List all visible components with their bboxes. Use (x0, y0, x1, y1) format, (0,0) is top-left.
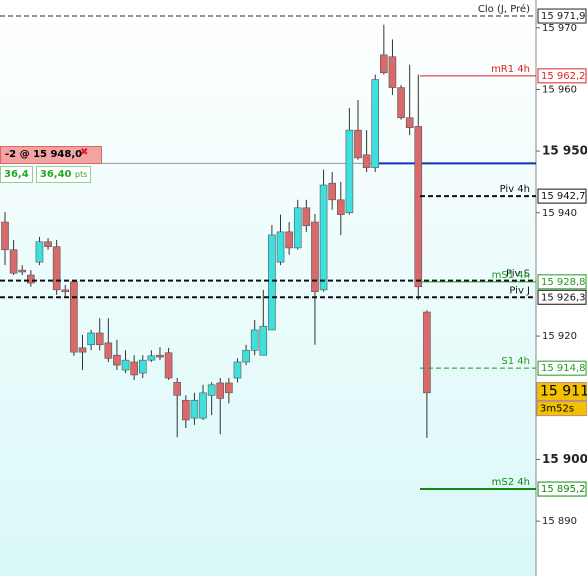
level-price-box (537, 289, 587, 305)
candle-body (164, 352, 173, 379)
level-name: Piv S (506, 269, 530, 280)
candle-body (182, 399, 190, 421)
timer-box (536, 401, 587, 417)
level-name: mS2 4h (492, 477, 530, 488)
level-price: 15 928,8 (541, 277, 586, 288)
level-price-box (537, 68, 587, 84)
candle-body (70, 281, 78, 353)
candle-body (250, 329, 259, 351)
candle-body (61, 289, 70, 293)
level-name: Clo (J, Pré) (478, 3, 530, 15)
candle-body (113, 354, 121, 366)
level-price-box (537, 481, 587, 497)
candle-body (104, 342, 113, 359)
candle-body (302, 207, 311, 227)
y-tick-label: 15 920 (542, 331, 577, 342)
level-price: 15 926,3 (541, 292, 586, 303)
candle-body (354, 129, 362, 159)
plot-background (0, 0, 536, 576)
candle-body (414, 126, 423, 288)
candle-body (190, 399, 199, 419)
candle-body (78, 347, 87, 353)
y-tick-label: 15 950 (542, 144, 587, 158)
candle-body (328, 182, 336, 201)
level-price: 15 895,2 (541, 484, 586, 495)
candle-body (27, 274, 35, 284)
candle-body (336, 199, 345, 215)
candle-body (35, 241, 44, 263)
level-price: 15 942,7 (541, 191, 586, 202)
level-name: Piv J (509, 285, 530, 296)
level-price-box (537, 274, 587, 290)
y-tick-label: 15 970 (542, 23, 577, 34)
candle-body (362, 154, 371, 169)
candle-body (233, 361, 242, 379)
y-tick-label: 15 940 (542, 208, 577, 219)
level-price: 15 914,8 (541, 363, 586, 374)
candle-body (156, 354, 164, 358)
candle-body (87, 332, 95, 346)
candle-body (388, 56, 397, 88)
order-panel: -2 @ 15 948,0 ✖ 36,4 36,40 pts (0, 146, 102, 183)
order-label[interactable]: -2 @ 15 948,0 (0, 146, 102, 164)
candle-body (44, 241, 52, 247)
candle-body (130, 361, 138, 376)
candle-body (405, 117, 414, 128)
pnl-value: 36,40 (39, 169, 72, 180)
y-tick-label: 15 900 (542, 452, 587, 466)
candle-body (380, 54, 388, 74)
candle-body (345, 129, 354, 214)
candle-body (199, 392, 207, 419)
candle-body (95, 332, 104, 346)
candle-body (276, 231, 285, 263)
candle-body (371, 79, 380, 169)
candle-body (216, 382, 225, 399)
level-name: S1 4h (501, 356, 530, 367)
candle-body (319, 184, 328, 291)
candle-body (423, 311, 431, 394)
pnl-row: 36,4 36,40 pts (0, 166, 102, 183)
candle-body (268, 234, 276, 331)
timer: 3m52s (540, 404, 574, 415)
candle-body (18, 269, 27, 273)
candle-body (1, 221, 9, 251)
candle-body (138, 359, 147, 374)
level-name: Piv 4h (500, 184, 530, 195)
close-icon[interactable]: ✖ (80, 147, 89, 158)
level-price: 15 971,9 (541, 11, 586, 22)
level-name: mS1 4h (492, 270, 530, 281)
pnl-pts: 36,40 pts (35, 166, 92, 183)
y-tick-label: 15 960 (542, 84, 577, 95)
candle-body (259, 325, 268, 356)
candle-body (285, 231, 293, 249)
candle-body (293, 207, 302, 249)
order-row: -2 @ 15 948,0 ✖ (0, 146, 102, 164)
pnl-unit: pts (75, 170, 88, 179)
candle-body (173, 382, 181, 396)
y-tick-label: 15 890 (542, 516, 577, 527)
level-price-box (537, 360, 587, 376)
candle-body (121, 359, 130, 371)
current-price-box (536, 382, 587, 402)
candle-body (207, 384, 216, 396)
level-name: mR1 4h (491, 64, 530, 75)
level-price: 15 962,2 (541, 71, 586, 82)
level-price-box (537, 188, 587, 204)
pnl-points: 36,4 (0, 166, 33, 183)
candle-body (52, 246, 61, 291)
level-price-box (537, 8, 587, 24)
current-price: 15 911, (540, 384, 587, 400)
candle-body (225, 382, 233, 394)
candle-body (147, 355, 156, 361)
candle-body (9, 249, 18, 274)
candle-body (242, 349, 250, 363)
candle-body (397, 87, 405, 119)
candle-body (311, 221, 319, 293)
